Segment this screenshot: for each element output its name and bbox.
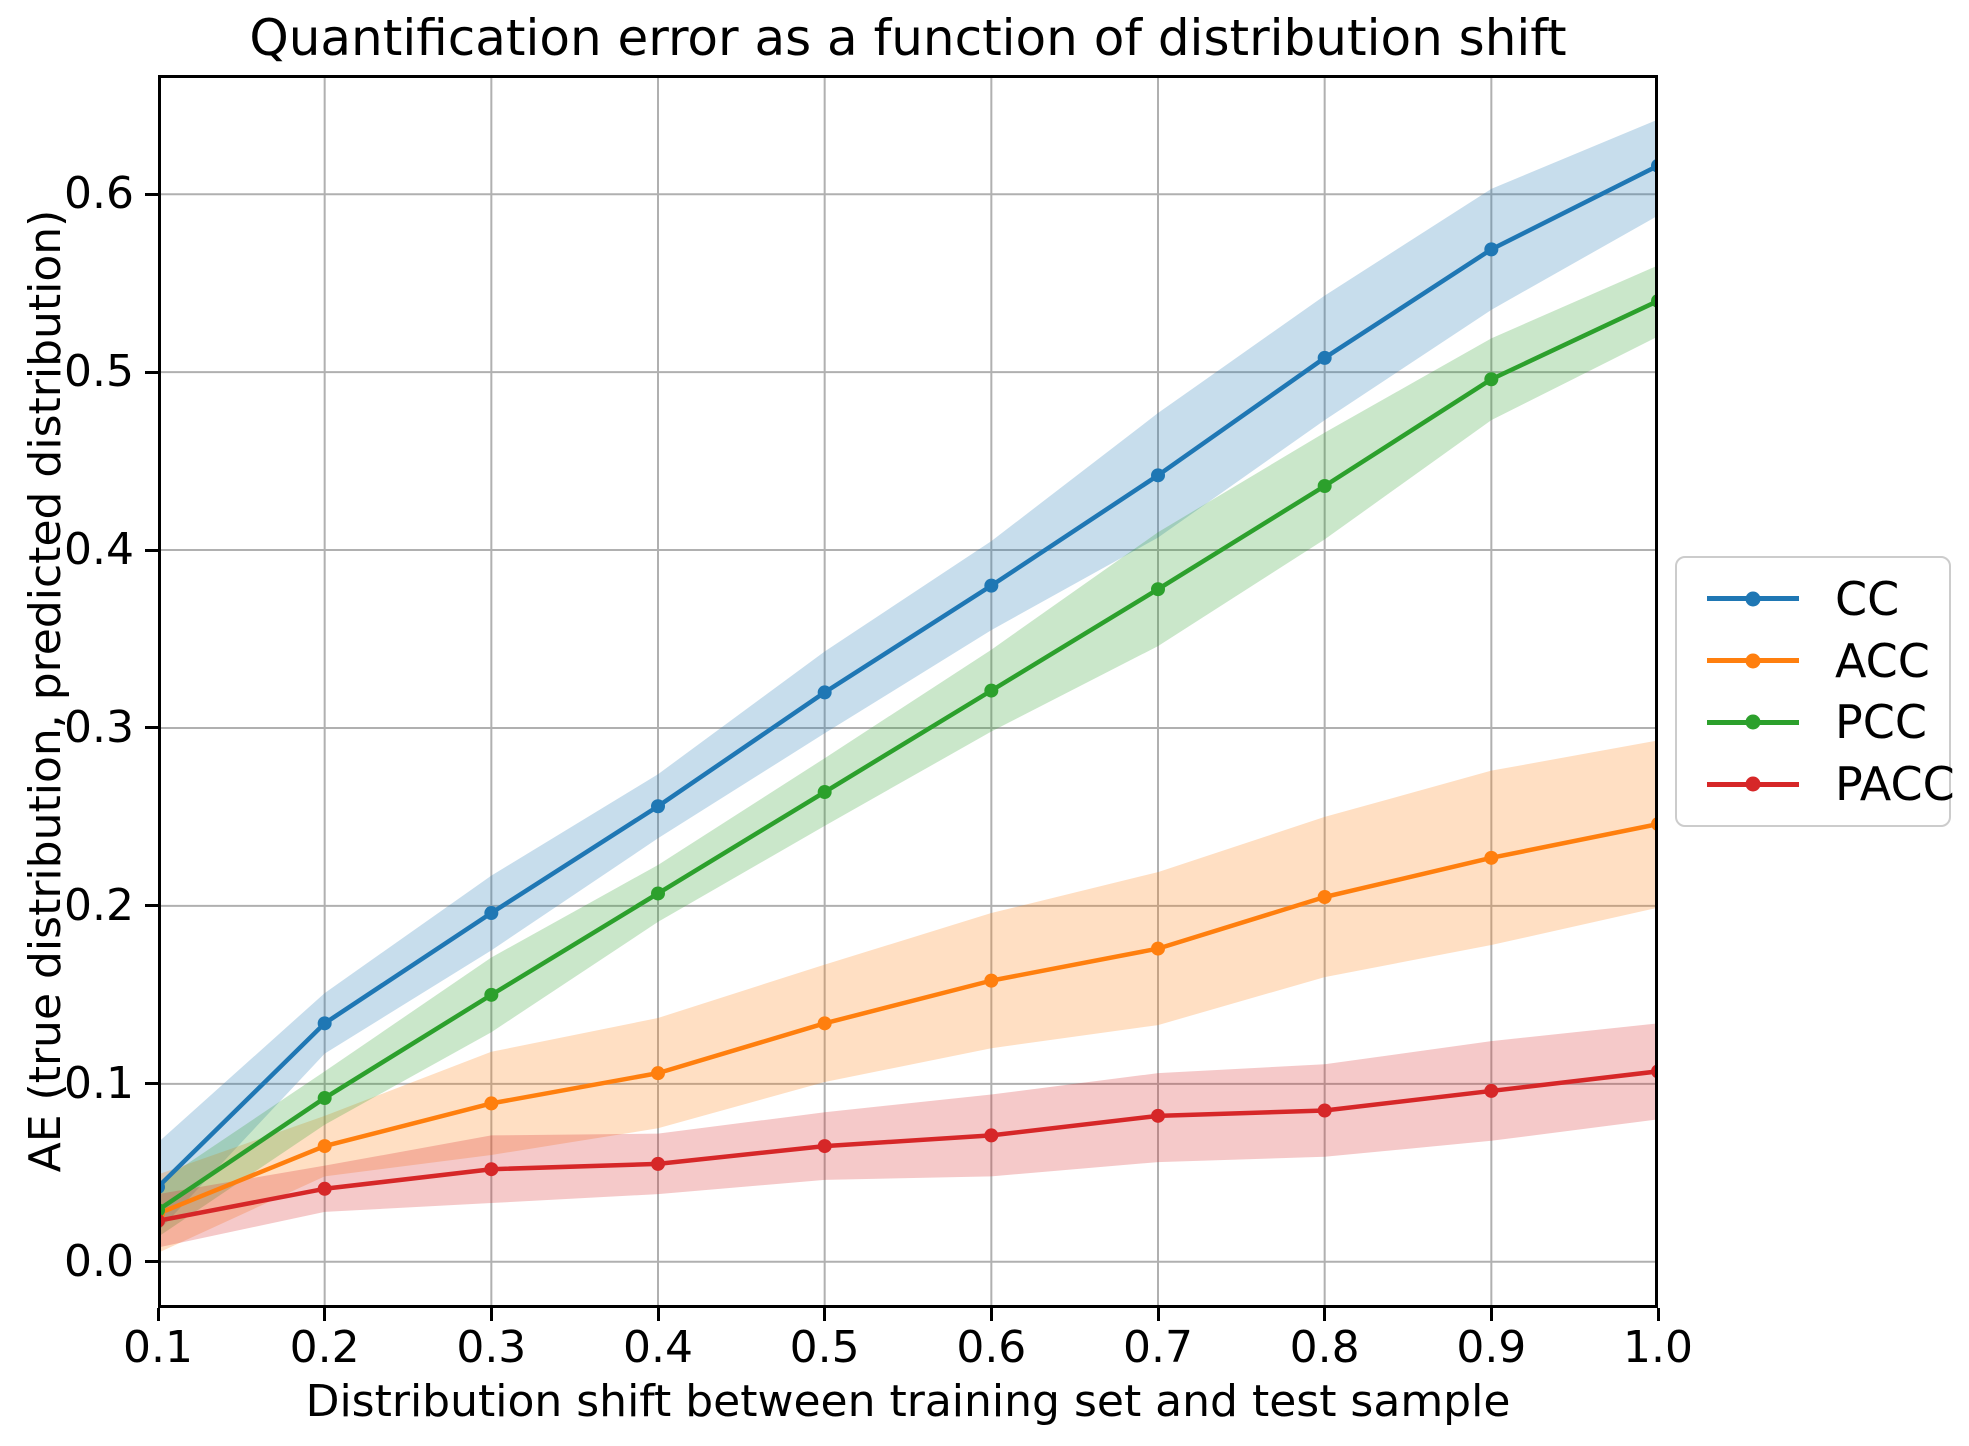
series-band-PCC <box>158 265 1658 1237</box>
series-line-PCC <box>158 298 1658 1213</box>
x-tick-mark <box>823 1308 827 1321</box>
legend-line-icon <box>1707 653 1799 669</box>
x-tick-mark <box>1489 1308 1493 1321</box>
legend-marker-icon <box>1745 714 1761 730</box>
series-marker-CC <box>984 578 999 593</box>
legend-item-PACC: PACC <box>1707 758 1955 810</box>
y-tick-mark <box>145 904 158 908</box>
y-tick-mark <box>145 1082 158 1086</box>
chart-title: Quantification error as a function of di… <box>249 9 1567 67</box>
x-tick-label: 0.5 <box>789 1322 860 1373</box>
series-marker-ACC <box>317 1139 332 1154</box>
x-tick-label: 1.0 <box>1623 1322 1693 1373</box>
x-tick-label: 0.6 <box>956 1322 1027 1373</box>
series-marker-PCC <box>1317 479 1332 493</box>
series-band-PACC <box>158 1023 1658 1248</box>
y-tick-label: 0.2 <box>64 879 134 931</box>
legend: CC ACC PCC PACC <box>1675 556 1955 827</box>
plot-area <box>158 75 1658 1308</box>
series-band-CC <box>158 119 1658 1232</box>
series-marker-CC <box>1317 350 1332 365</box>
legend-marker-icon <box>1745 776 1761 792</box>
y-tick-label: 0.5 <box>64 346 134 398</box>
x-tick-mark <box>656 1308 660 1321</box>
x-tick-label: 0.7 <box>1123 1322 1193 1373</box>
y-axis-label: AE (true distribution, predicted distrib… <box>20 209 71 1173</box>
series-marker-PCC <box>1151 582 1165 597</box>
x-tick-mark <box>1156 1308 1160 1321</box>
series-marker-ACC <box>1151 941 1165 956</box>
y-tick-mark <box>145 192 158 196</box>
y-tick-mark <box>145 726 158 730</box>
legend-item-ACC: ACC <box>1707 635 1949 687</box>
series-marker-CC <box>1151 468 1165 483</box>
x-tick-mark <box>489 1308 493 1321</box>
series-marker-PACC <box>317 1181 332 1196</box>
x-tick-label: 0.4 <box>623 1322 693 1373</box>
y-tick-mark <box>145 370 158 374</box>
legend-label: ACC <box>1835 633 1930 688</box>
series-marker-ACC <box>1317 890 1332 904</box>
series-marker-CC <box>1484 242 1499 257</box>
series-band-ACC <box>158 740 1658 1253</box>
legend-marker-icon <box>1745 653 1761 669</box>
legend-item-PCC: PCC <box>1707 696 1949 748</box>
y-tick-label: 0.6 <box>64 168 134 220</box>
series-line-CC <box>158 163 1658 1190</box>
series-marker-PACC <box>984 1128 999 1143</box>
legend-item-CC: CC <box>1707 573 1949 625</box>
x-tick-mark <box>1323 1308 1327 1321</box>
y-tick-mark <box>145 1260 158 1264</box>
series-marker-PACC <box>817 1139 832 1154</box>
x-tick-mark <box>156 1308 160 1321</box>
series-marker-ACC <box>484 1096 499 1111</box>
x-axis-label: Distribution shift between training set … <box>305 1376 1511 1427</box>
series-marker-ACC <box>817 1016 832 1031</box>
series-marker-PCC <box>1484 372 1499 387</box>
x-tick-mark <box>989 1308 993 1321</box>
series-marker-PCC <box>984 683 999 698</box>
series-marker-CC <box>317 1016 332 1031</box>
series-marker-PCC <box>817 785 832 800</box>
series-line-ACC <box>158 821 1658 1216</box>
series-marker-PACC <box>1151 1108 1165 1123</box>
legend-line-icon <box>1707 591 1799 607</box>
legend-label: PACC <box>1835 757 1955 812</box>
series-line-PACC <box>158 1069 1658 1224</box>
x-tick-mark <box>1656 1308 1660 1321</box>
y-tick-label: 0.4 <box>64 524 134 576</box>
x-tick-mark <box>323 1308 327 1321</box>
series-marker-PACC <box>484 1162 499 1177</box>
plot-spines <box>158 75 1658 1308</box>
series-marker-PCC <box>317 1091 332 1106</box>
series-marker-ACC <box>984 973 999 988</box>
x-tick-label: 0.3 <box>456 1322 527 1373</box>
legend-label: CC <box>1835 571 1900 626</box>
series-marker-PACC <box>1317 1103 1332 1118</box>
y-tick-label: 0.0 <box>64 1235 134 1287</box>
y-tick-mark <box>145 548 158 552</box>
x-tick-label: 0.8 <box>1289 1322 1360 1373</box>
x-tick-label: 0.2 <box>289 1322 360 1373</box>
series-marker-PCC <box>484 987 499 1002</box>
series-marker-PACC <box>651 1156 665 1171</box>
series-marker-CC <box>817 685 832 700</box>
series-marker-ACC <box>651 1066 665 1081</box>
series-marker-ACC <box>1484 850 1499 865</box>
legend-label: PCC <box>1835 695 1927 750</box>
legend-line-icon <box>1707 714 1799 730</box>
legend-line-icon <box>1707 776 1799 792</box>
legend-marker-icon <box>1745 591 1761 607</box>
x-tick-label: 0.9 <box>1456 1322 1527 1373</box>
series-marker-PCC <box>651 886 665 901</box>
series-marker-PACC <box>1484 1083 1499 1098</box>
y-tick-label: 0.1 <box>64 1057 134 1109</box>
y-tick-label: 0.3 <box>64 701 134 753</box>
x-tick-label: 0.1 <box>123 1322 193 1373</box>
series-marker-CC <box>484 906 499 921</box>
series-marker-CC <box>651 799 665 814</box>
